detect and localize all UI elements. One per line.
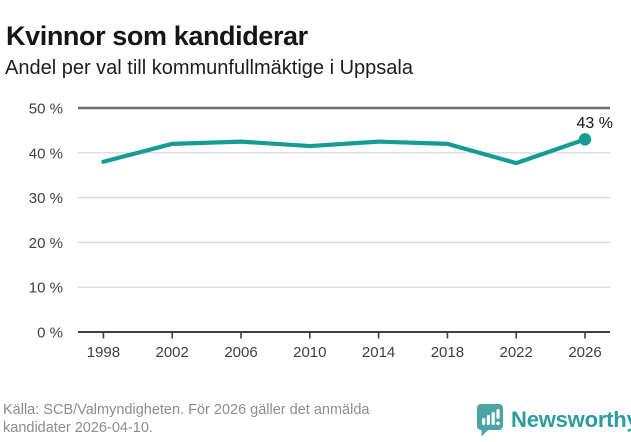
x-axis-label: 2006 [224, 344, 257, 361]
newsworthy-bubble-chart-icon [476, 403, 504, 437]
y-axis-label: 40 % [29, 145, 63, 162]
x-axis-label: 2014 [362, 344, 395, 361]
trend-line [101, 137, 588, 166]
x-axis-label: 2018 [431, 344, 464, 361]
source-note-line2: kandidater 2026-04-10. [3, 419, 153, 436]
y-axis-label: 10 % [29, 280, 63, 297]
end-point-marker [578, 133, 592, 146]
x-axis-label: 2026 [568, 344, 601, 361]
page-title: Kvinnor som kandiderar [6, 21, 308, 52]
y-axis-label: 50 % [29, 101, 63, 118]
x-axis-label: 2010 [293, 344, 326, 361]
x-axis-label: 2022 [500, 344, 533, 361]
x-axis-label: 2002 [156, 344, 189, 361]
source-note: Källa: SCB/Valmyndigheten. För 2026 gäll… [3, 402, 369, 437]
y-axis-label: 20 % [29, 235, 63, 252]
newsworthy-wordmark: Newsworthy [511, 407, 631, 432]
y-axis-label: 30 % [29, 190, 63, 207]
y-axis-label: 0 % [37, 325, 63, 342]
newsworthy-logo[interactable]: Newsworthy [476, 403, 631, 437]
end-point-label: 43 % [577, 115, 613, 132]
source-note-line1: Källa: SCB/Valmyndigheten. För 2026 gäll… [3, 402, 370, 418]
chart-subtitle: Andel per val till kommunfullmäktige i U… [5, 57, 413, 79]
x-axis-label: 1998 [87, 344, 120, 361]
